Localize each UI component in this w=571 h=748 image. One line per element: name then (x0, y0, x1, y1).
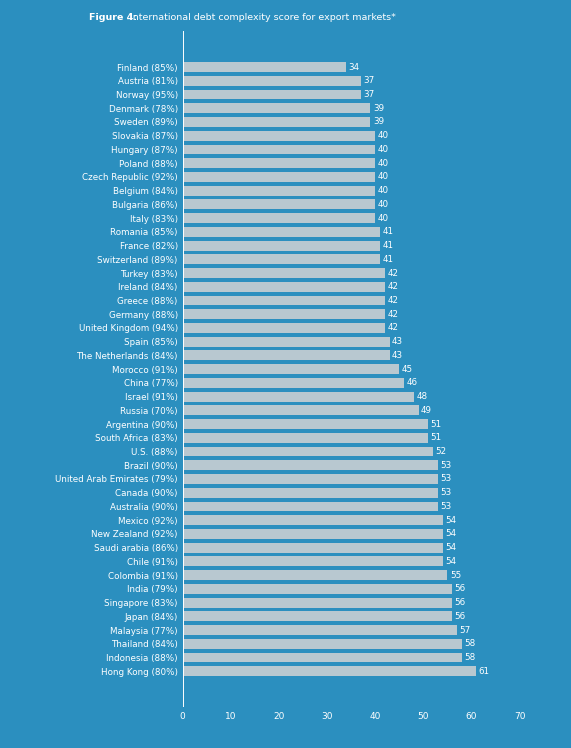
Text: 61: 61 (478, 666, 490, 675)
Text: 43: 43 (392, 337, 403, 346)
Text: 40: 40 (377, 214, 389, 223)
Text: 39: 39 (373, 104, 384, 113)
Bar (183, 241, 380, 251)
Text: 41: 41 (383, 255, 393, 264)
Bar (183, 62, 347, 72)
Bar (183, 309, 385, 319)
Text: 42: 42 (387, 282, 398, 291)
Bar (183, 254, 380, 264)
Bar (183, 405, 419, 415)
Text: 57: 57 (460, 625, 471, 634)
Bar (183, 652, 462, 663)
Bar (183, 337, 389, 346)
Bar (183, 557, 443, 566)
Text: 45: 45 (402, 364, 413, 374)
Text: 34: 34 (349, 63, 360, 72)
Text: 40: 40 (377, 186, 389, 195)
Text: International debt complexity score for export markets*: International debt complexity score for … (127, 13, 396, 22)
Bar (183, 666, 476, 676)
Bar (183, 570, 448, 580)
Bar (183, 295, 385, 305)
Text: 42: 42 (387, 323, 398, 332)
Bar (183, 351, 389, 361)
Bar (183, 186, 375, 195)
Bar (183, 144, 375, 154)
Text: 37: 37 (363, 90, 375, 99)
Text: 54: 54 (445, 515, 456, 524)
Bar (183, 501, 438, 512)
Text: 53: 53 (440, 461, 452, 470)
Text: 54: 54 (445, 557, 456, 566)
Bar (183, 364, 399, 374)
Text: 37: 37 (363, 76, 375, 85)
Bar (183, 172, 375, 182)
Bar (183, 103, 371, 113)
Bar (183, 282, 385, 292)
Bar (183, 625, 457, 635)
Text: 51: 51 (431, 420, 442, 429)
Bar (183, 419, 428, 429)
Bar (183, 268, 385, 278)
Text: 55: 55 (450, 571, 461, 580)
Text: 48: 48 (416, 392, 427, 401)
Text: 41: 41 (383, 227, 393, 236)
Text: 40: 40 (377, 200, 389, 209)
Text: 52: 52 (436, 447, 447, 456)
Text: 39: 39 (373, 117, 384, 126)
Bar (183, 200, 375, 209)
Bar (183, 488, 438, 497)
Text: 56: 56 (455, 612, 466, 621)
Bar (183, 213, 375, 223)
Text: 56: 56 (455, 584, 466, 593)
Text: 56: 56 (455, 598, 466, 607)
Bar (183, 474, 438, 484)
Text: 51: 51 (431, 433, 442, 442)
Text: 41: 41 (383, 241, 393, 250)
Bar (183, 447, 433, 456)
Text: 53: 53 (440, 474, 452, 483)
Bar (183, 159, 375, 168)
Bar (183, 227, 380, 237)
Text: Figure 4:: Figure 4: (89, 13, 136, 22)
Text: 40: 40 (377, 131, 389, 140)
Bar (183, 543, 443, 553)
Bar (183, 131, 375, 141)
Text: 43: 43 (392, 351, 403, 360)
Text: 42: 42 (387, 269, 398, 278)
Bar (183, 529, 443, 539)
Text: 46: 46 (407, 378, 417, 387)
Bar (183, 639, 462, 649)
Text: 58: 58 (464, 653, 476, 662)
Bar (183, 392, 414, 402)
Text: 49: 49 (421, 406, 432, 415)
Bar (183, 90, 361, 99)
Text: 40: 40 (377, 159, 389, 168)
Bar (183, 117, 371, 127)
Text: 40: 40 (377, 172, 389, 182)
Bar (183, 323, 385, 333)
Text: 53: 53 (440, 488, 452, 497)
Text: 40: 40 (377, 145, 389, 154)
Bar (183, 433, 428, 443)
Text: 42: 42 (387, 296, 398, 305)
Text: 54: 54 (445, 530, 456, 539)
Bar (183, 598, 452, 607)
Text: 58: 58 (464, 640, 476, 649)
Bar (183, 515, 443, 525)
Text: 42: 42 (387, 310, 398, 319)
Bar (183, 460, 438, 470)
Bar (183, 584, 452, 594)
Text: 54: 54 (445, 543, 456, 552)
Bar (183, 76, 361, 86)
Bar (183, 611, 452, 622)
Text: 53: 53 (440, 502, 452, 511)
Bar (183, 378, 404, 387)
